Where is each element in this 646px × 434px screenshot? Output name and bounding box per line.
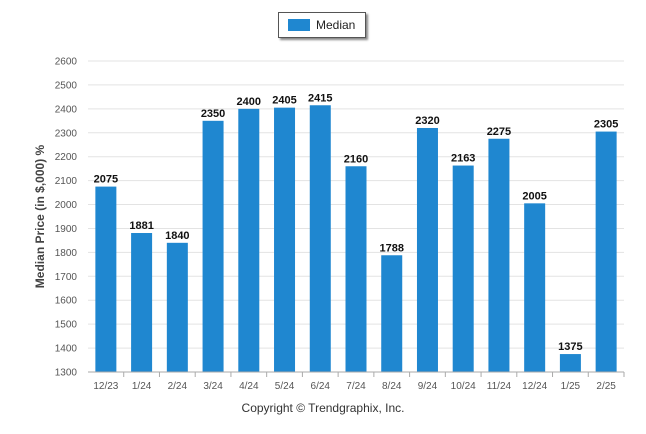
bar bbox=[95, 186, 117, 372]
y-tick-label: 2300 bbox=[55, 128, 78, 139]
y-axis-ticks: 1300 1400 1500 1600 1700 1800 1900 2000 2100 2200… bbox=[55, 57, 78, 379]
bar bbox=[309, 105, 331, 372]
y-tick-label: 2000 bbox=[55, 200, 78, 211]
x-tick-label: 10/24 bbox=[451, 381, 476, 392]
bar bbox=[274, 107, 296, 373]
x-tick-label: 1/24 bbox=[132, 381, 152, 392]
bar-value-label: 1788 bbox=[379, 242, 403, 254]
bar-value-label: 2005 bbox=[522, 190, 546, 202]
x-tick-label: 2/25 bbox=[596, 381, 616, 392]
bar-value-label: 1375 bbox=[558, 341, 582, 353]
y-tick-label: 2500 bbox=[55, 80, 78, 91]
y-tick-label: 1800 bbox=[55, 248, 78, 259]
x-axis-ticks: 12/23 1/24 2/24 3/24 4/24 5/24 6/24 7/24 8/24 9/2… bbox=[93, 372, 625, 392]
bar bbox=[381, 255, 403, 372]
legend-swatch bbox=[288, 19, 310, 31]
y-tick-label: 2600 bbox=[55, 57, 78, 68]
x-tick-label: 2/24 bbox=[168, 381, 188, 392]
y-tick-label: 2200 bbox=[55, 152, 78, 163]
x-tick-label: 9/24 bbox=[418, 381, 438, 392]
bar-value-label: 2405 bbox=[272, 95, 296, 107]
bar bbox=[166, 242, 188, 372]
bar-value-label: 2305 bbox=[594, 119, 618, 131]
bar bbox=[595, 131, 617, 372]
legend-label: Median bbox=[316, 18, 356, 32]
bar-value-labels: 2075 1881 1840 2350 2400 2405 2415 2160 1788 2320… bbox=[94, 92, 619, 353]
bar-value-label: 2415 bbox=[308, 92, 332, 104]
x-tick-label: 1/25 bbox=[561, 381, 581, 392]
bar-value-label: 2075 bbox=[94, 174, 118, 186]
bars bbox=[95, 105, 617, 373]
bar-value-label: 2275 bbox=[487, 126, 511, 138]
x-tick-label: 12/24 bbox=[522, 381, 547, 392]
bar-value-label: 1881 bbox=[129, 220, 153, 232]
bar-value-label: 2163 bbox=[451, 153, 475, 165]
bar bbox=[345, 166, 367, 372]
y-tick-label: 1400 bbox=[55, 344, 78, 355]
bar-value-label: 2320 bbox=[415, 115, 439, 127]
legend: Median bbox=[278, 12, 366, 38]
y-tick-label: 1900 bbox=[55, 224, 78, 235]
bar bbox=[416, 127, 438, 372]
y-tick-label: 1600 bbox=[55, 296, 78, 307]
y-tick-label: 1300 bbox=[55, 368, 78, 379]
x-tick-label: 8/24 bbox=[382, 381, 402, 392]
x-tick-label: 4/24 bbox=[239, 381, 259, 392]
copyright-text: Copyright © Trendgraphix, Inc. bbox=[241, 401, 405, 415]
x-tick-label: 11/24 bbox=[487, 381, 512, 392]
bar bbox=[238, 108, 260, 372]
y-tick-label: 2400 bbox=[55, 104, 78, 115]
bar bbox=[452, 165, 474, 372]
bar-value-label: 2160 bbox=[344, 153, 368, 165]
x-tick-label: 12/23 bbox=[93, 381, 118, 392]
bar bbox=[131, 233, 153, 372]
bar-value-label: 2400 bbox=[237, 96, 261, 108]
y-tick-label: 2100 bbox=[55, 176, 78, 187]
bar bbox=[488, 138, 510, 372]
x-tick-label: 5/24 bbox=[275, 381, 295, 392]
y-tick-label: 1500 bbox=[55, 320, 78, 331]
bar bbox=[559, 354, 581, 372]
y-tick-label: 1700 bbox=[55, 272, 78, 283]
bar bbox=[524, 203, 546, 372]
x-tick-label: 3/24 bbox=[203, 381, 223, 392]
y-axis-title: Median Price (in $,000) % bbox=[33, 144, 47, 288]
x-tick-label: 6/24 bbox=[311, 381, 331, 392]
bar-value-label: 1840 bbox=[165, 230, 189, 242]
x-tick-label: 7/24 bbox=[346, 381, 366, 392]
bar bbox=[202, 120, 224, 372]
bar-value-label: 2350 bbox=[201, 108, 225, 120]
